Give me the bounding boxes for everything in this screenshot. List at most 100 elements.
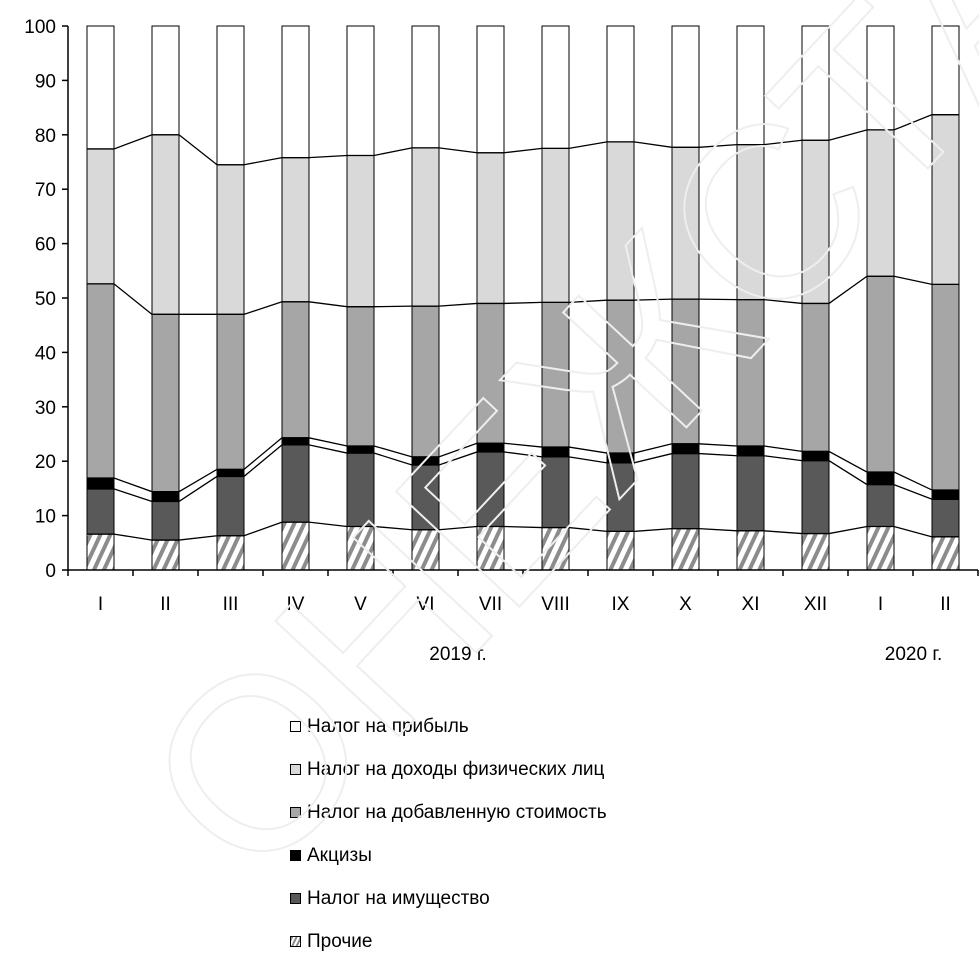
x-tick-label: XI	[742, 594, 760, 615]
bar-segment-налог-на-имущество-4	[347, 453, 374, 526]
bar-segment-акцизы-9	[672, 444, 699, 454]
bar-segment-налог-на-доходы-физических-лиц-11	[802, 140, 829, 303]
bar-segment-налог-на-имущество-10	[737, 456, 764, 531]
bar-segment-налог-на-добавленную-стоимость-12	[867, 276, 894, 472]
bar-segment-налог-на-прибыль-12	[867, 26, 894, 130]
legend-item-налог-на-прибыль: Налог на прибыль	[290, 705, 607, 748]
x-tick-label: IX	[612, 594, 630, 615]
bar-segment-налог-на-доходы-физических-лиц-9	[672, 147, 699, 299]
y-axis-tick-labels: 0 10 20 30 40 50 60 70 80 90 100	[24, 17, 56, 582]
bar-segment-налог-на-доходы-физических-лиц-10	[737, 145, 764, 300]
bar-segment-акцизы-6	[477, 443, 504, 452]
bar-segment-налог-на-добавленную-стоимость-7	[542, 302, 569, 447]
x-tick-label: IV	[287, 594, 305, 615]
bar-segment-налог-на-имущество-8	[607, 463, 634, 532]
bar-segment-налог-на-имущество-3	[282, 445, 309, 522]
bar-segment-прочие-9	[672, 529, 699, 570]
bar-segment-налог-на-прибыль-5	[412, 26, 439, 148]
bar-segment-налог-на-имущество-12	[867, 485, 894, 527]
legend-swatch	[290, 764, 301, 775]
bar-segment-акцизы-2	[217, 469, 244, 476]
bar-segment-налог-на-добавленную-стоимость-5	[412, 306, 439, 457]
bar-segment-налог-на-прибыль-2	[217, 26, 244, 165]
y-tick-label: 100	[24, 17, 56, 38]
y-tick-label: 0	[45, 561, 56, 582]
legend-label: Акцизы	[307, 845, 372, 867]
legend-swatch	[290, 936, 301, 947]
bar-segment-налог-на-прибыль-4	[347, 26, 374, 155]
bar-segment-прочие-11	[802, 534, 829, 570]
legend-item-прочие: Прочие	[290, 920, 607, 963]
bar-segment-налог-на-добавленную-стоимость-1	[152, 314, 179, 491]
bar-segment-налог-на-прибыль-11	[802, 26, 829, 140]
axes	[62, 26, 978, 576]
bar-segment-акцизы-1	[152, 492, 179, 502]
bar-segment-акцизы-4	[347, 446, 374, 453]
bar-segment-налог-на-доходы-физических-лиц-3	[282, 158, 309, 302]
bar-segment-налог-на-прибыль-0	[87, 26, 114, 149]
bar-segment-налог-на-прибыль-13	[932, 26, 959, 115]
bar-segment-прочие-3	[282, 522, 309, 570]
bar-segment-налог-на-доходы-физических-лиц-12	[867, 130, 894, 276]
legend-item-налог-на-доходы-физических-лиц: Налог на доходы физических лиц	[290, 748, 607, 791]
x-axis-tick-labels: I II III IV V VI VII VIII IX X XI XII I II	[98, 594, 951, 615]
bar-segment-прочие-6	[477, 526, 504, 570]
legend-label: Налог на доходы физических лиц	[307, 759, 604, 781]
bar-segment-налог-на-имущество-5	[412, 465, 439, 530]
bar-segment-налог-на-добавленную-стоимость-9	[672, 299, 699, 444]
bar-segment-налог-на-имущество-6	[477, 452, 504, 527]
bar-segment-акцизы-8	[607, 453, 634, 463]
bar-segment-акцизы-5	[412, 457, 439, 465]
bar-segment-налог-на-доходы-физических-лиц-1	[152, 135, 179, 315]
bar-segment-прочие-10	[737, 531, 764, 570]
legend-item-налог-на-добавленную-стоимость: Налог на добавленную стоимость	[290, 791, 607, 834]
bar-segment-налог-на-имущество-9	[672, 454, 699, 529]
bar-segment-прочие-1	[152, 540, 179, 570]
y-tick-label: 40	[35, 343, 56, 364]
bar-segment-прочие-0	[87, 534, 114, 570]
legend: Налог на прибыль Налог на доходы физическ…	[290, 705, 607, 963]
bar-segment-налог-на-прибыль-10	[737, 26, 764, 145]
y-tick-label: 50	[35, 289, 56, 310]
bar-segment-налог-на-доходы-физических-лиц-2	[217, 165, 244, 315]
bar-segment-прочие-8	[607, 531, 634, 570]
bar-segment-налог-на-добавленную-стоимость-11	[802, 303, 829, 451]
bar-segment-акцизы-3	[282, 438, 309, 445]
bar-segment-налог-на-имущество-1	[152, 501, 179, 540]
bar-segment-налог-на-доходы-физических-лиц-5	[412, 148, 439, 306]
bar-segment-налог-на-доходы-физических-лиц-8	[607, 142, 634, 300]
bar-segment-налог-на-имущество-11	[802, 461, 829, 534]
bar-segment-налог-на-добавленную-стоимость-3	[282, 302, 309, 438]
bar-segment-налог-на-имущество-2	[217, 476, 244, 535]
bar-segment-налог-на-добавленную-стоимость-10	[737, 300, 764, 446]
bar-segment-налог-на-доходы-физических-лиц-4	[347, 155, 374, 306]
bar-segment-акцизы-10	[737, 446, 764, 456]
legend-swatch	[290, 850, 301, 861]
x-tick-label: X	[679, 594, 692, 615]
x-tick-label: XII	[804, 594, 827, 615]
bar-segment-прочие-2	[217, 536, 244, 570]
bar-segment-налог-на-доходы-физических-лиц-0	[87, 149, 114, 284]
bar-segment-прочие-5	[412, 530, 439, 570]
bar-segment-прочие-13	[932, 537, 959, 570]
bar-segment-налог-на-прибыль-9	[672, 26, 699, 147]
bar-segment-налог-на-доходы-физических-лиц-6	[477, 153, 504, 304]
bar-segment-налог-на-добавленную-стоимость-0	[87, 284, 114, 478]
bar-segment-налог-на-добавленную-стоимость-6	[477, 303, 504, 443]
y-tick-label: 70	[35, 180, 56, 201]
y-tick-label: 90	[35, 71, 56, 92]
bar-segment-налог-на-прибыль-3	[282, 26, 309, 158]
x-tick-label: I	[98, 594, 103, 615]
bar-segment-акцизы-7	[542, 447, 569, 457]
y-tick-label: 30	[35, 398, 56, 419]
legend-swatch	[290, 721, 301, 732]
bar-segment-налог-на-прибыль-8	[607, 26, 634, 142]
x-tick-label: VII	[479, 594, 502, 615]
bar-segment-прочие-12	[867, 526, 894, 570]
legend-label: Налог на прибыль	[307, 716, 469, 738]
x-tick-label: VI	[417, 594, 435, 615]
bar-segment-акцизы-12	[867, 472, 894, 485]
x-tick-label: III	[223, 594, 239, 615]
bar-segment-акцизы-11	[802, 451, 829, 460]
bar-segment-акцизы-13	[932, 490, 959, 499]
